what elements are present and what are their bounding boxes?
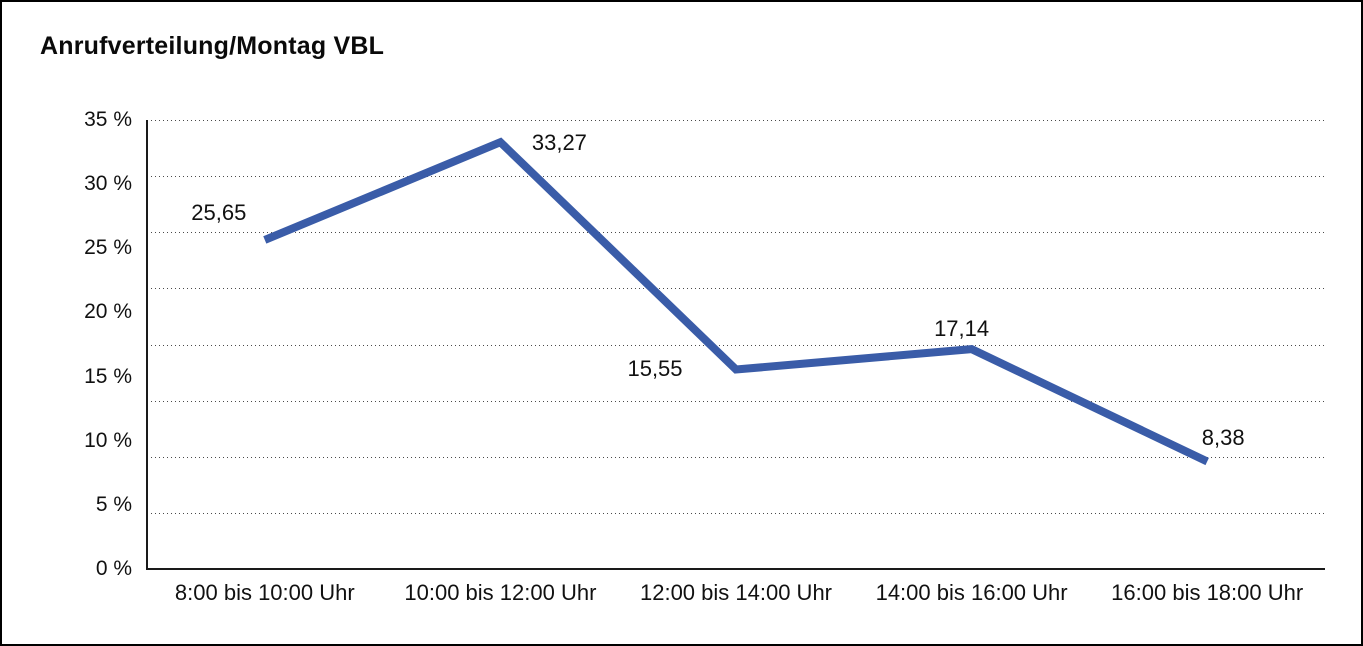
y-tick-label: 30 % xyxy=(84,172,132,196)
gridline xyxy=(147,400,1325,402)
gridline xyxy=(147,120,1325,121)
data-point-label: 15,55 xyxy=(627,355,683,381)
data-point-label: 33,27 xyxy=(531,130,587,156)
y-tick-label: 5 % xyxy=(95,492,132,516)
gridline xyxy=(147,344,1325,346)
y-tick-label: 15 % xyxy=(84,364,132,388)
gridline xyxy=(147,232,1325,234)
y-tick-label: 35 % xyxy=(84,108,132,131)
data-series-line xyxy=(263,137,1209,466)
y-tick-label: 20 % xyxy=(84,300,132,324)
x-category-label: 10:00 bis 12:00 Uhr xyxy=(404,580,597,605)
x-category-label: 8:00 bis 10:00 Uhr xyxy=(174,580,355,605)
plot-area: 25,65 33,27 15,55 17,14 8,38 xyxy=(146,120,1325,570)
y-tick-label: 25 % xyxy=(84,236,132,260)
x-category-label: 16:00 bis 18:00 Uhr xyxy=(1111,580,1304,605)
gridline xyxy=(147,512,1325,514)
gridline xyxy=(147,176,1325,178)
gridline xyxy=(147,456,1325,458)
data-point-label: 25,65 xyxy=(191,199,247,225)
chart-title: Anrufverteilung/Montag VBL xyxy=(40,32,385,60)
x-category-label: 14:00 bis 16:00 Uhr xyxy=(875,580,1068,605)
x-axis-line xyxy=(146,568,1325,570)
gridline xyxy=(147,288,1325,290)
data-point-label: 8,38 xyxy=(1201,425,1245,451)
y-tick-label: 10 % xyxy=(84,428,132,452)
y-tick-label: 0 % xyxy=(95,557,132,580)
y-axis-line xyxy=(146,120,148,569)
x-category-label: 12:00 bis 14:00 Uhr xyxy=(639,580,833,605)
data-point-label: 17,14 xyxy=(934,316,990,342)
